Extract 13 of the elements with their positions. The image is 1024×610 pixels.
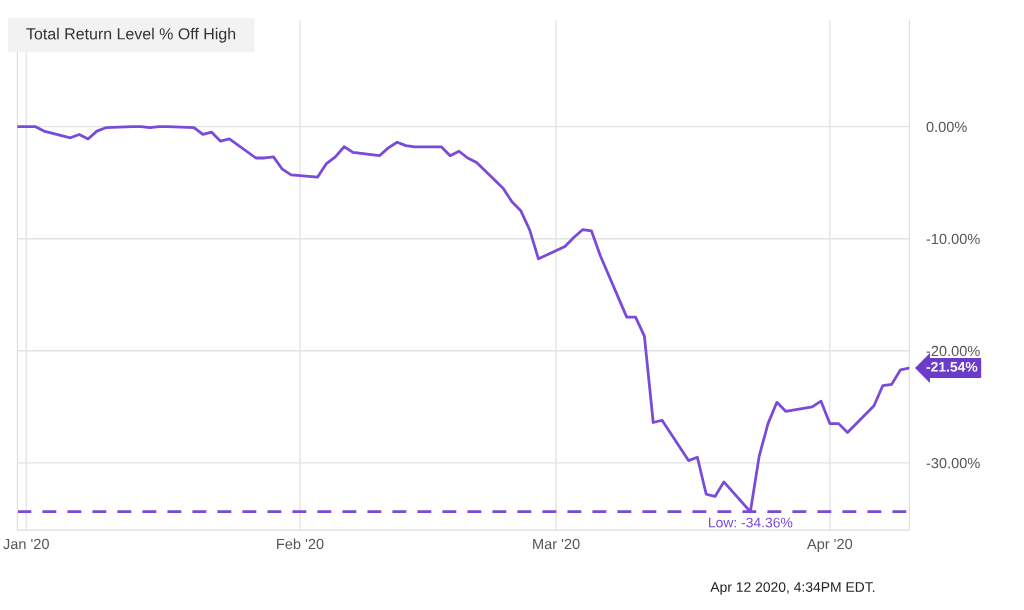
y-tick-label: -10.00% [926,233,980,245]
annotation: -21.54% [926,361,978,372]
line-series [17,125,910,514]
x-tick-label: Mar '20 [533,538,580,550]
y-tick-label: 0.00% [926,121,967,133]
text: Apr 12 2020, 4:34PM EDT. [710,582,875,595]
y-tick-label: -20.00% [926,345,980,357]
x-tick-label: Jan '20 [3,538,49,550]
x-tick-label: Feb '20 [277,538,324,550]
x-tick-label: Apr '20 [806,538,853,553]
chart-title: Total Return Level % Off High [26,27,236,43]
ref-line-label: Low: -34.36% [709,517,793,528]
y-tick-label: -30.00% [926,457,980,469]
